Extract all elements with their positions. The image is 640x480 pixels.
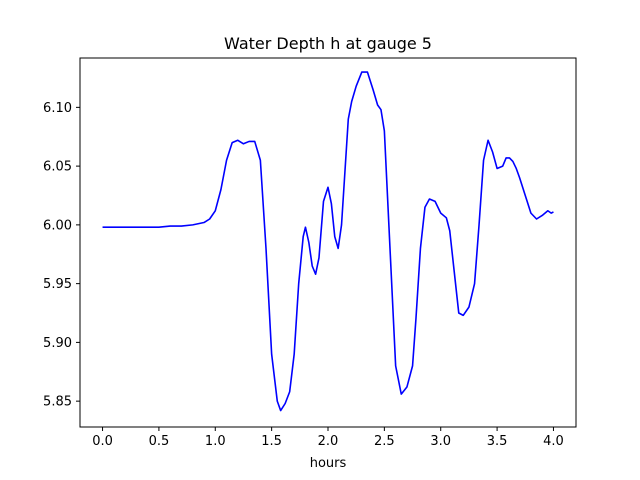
- x-tick-label: 1.0: [205, 434, 226, 449]
- y-tick-label: 6.00: [43, 218, 72, 233]
- x-axis-label: hours: [310, 456, 347, 471]
- x-tick-label: 3.5: [487, 434, 508, 449]
- y-tick-label: 6.10: [43, 101, 72, 116]
- x-tick-label: 0.5: [149, 434, 170, 449]
- x-tick-label: 2.0: [318, 434, 339, 449]
- y-tick-label: 6.05: [43, 160, 72, 175]
- x-tick-label: 2.5: [374, 434, 395, 449]
- x-tick-label: 0.0: [92, 434, 113, 449]
- x-axis: 0.0 0.5 1.0 1.5 2.0 2.5 3.0 3.5 4.0: [92, 427, 564, 449]
- chart-title: Water Depth h at gauge 5: [224, 34, 432, 53]
- x-tick-label: 3.0: [430, 434, 451, 449]
- series-line-0: [102, 71, 554, 412]
- y-axis: 5.85 5.90 5.95 6.00 6.05 6.10: [43, 101, 80, 410]
- y-tick-label: 5.95: [43, 277, 72, 292]
- x-tick-label: 1.5: [261, 434, 282, 449]
- plot-area: [102, 71, 554, 412]
- y-tick-label: 5.85: [43, 395, 72, 410]
- y-tick-label: 5.90: [43, 336, 72, 351]
- x-tick-label: 4.0: [543, 434, 564, 449]
